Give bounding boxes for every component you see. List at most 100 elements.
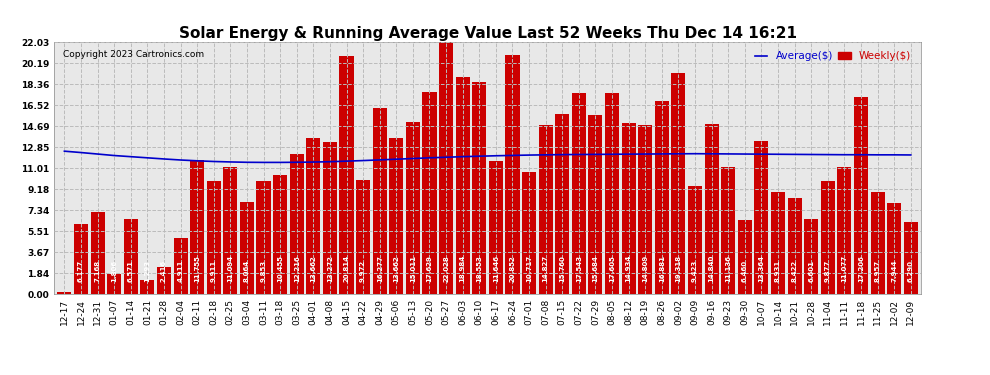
- Bar: [771, 192, 785, 294]
- Bar: [406, 122, 420, 294]
- Bar: [705, 124, 719, 294]
- Text: 9.423: 9.423: [692, 260, 698, 282]
- Bar: [671, 73, 685, 294]
- Bar: [439, 42, 453, 294]
- Text: 13.662: 13.662: [393, 255, 399, 282]
- Bar: [821, 181, 835, 294]
- Text: Copyright 2023 Cartronics.com: Copyright 2023 Cartronics.com: [63, 50, 204, 58]
- Bar: [754, 141, 768, 294]
- Bar: [622, 123, 636, 294]
- Bar: [124, 219, 138, 294]
- Text: 16.277: 16.277: [377, 255, 383, 282]
- Bar: [423, 92, 437, 294]
- Text: 13.364: 13.364: [758, 255, 764, 282]
- Bar: [207, 181, 221, 294]
- Bar: [506, 56, 520, 294]
- Bar: [323, 142, 337, 294]
- Text: 20.852: 20.852: [510, 255, 516, 282]
- Bar: [141, 279, 154, 294]
- Text: 6.571: 6.571: [128, 260, 134, 282]
- Bar: [240, 202, 254, 294]
- Text: 14.827: 14.827: [543, 255, 548, 282]
- Bar: [224, 167, 238, 294]
- Text: 18.984: 18.984: [459, 255, 465, 282]
- Text: 1.293: 1.293: [145, 260, 150, 282]
- Text: 11.077: 11.077: [842, 255, 847, 282]
- Bar: [887, 203, 901, 294]
- Bar: [904, 222, 918, 294]
- Text: 4.911: 4.911: [177, 260, 183, 282]
- Bar: [372, 108, 387, 294]
- Text: 17.543: 17.543: [576, 255, 582, 282]
- Bar: [306, 138, 321, 294]
- Text: 6.290: 6.290: [908, 260, 914, 282]
- Text: 15.011: 15.011: [410, 255, 416, 282]
- Text: 10.455: 10.455: [277, 255, 283, 282]
- Bar: [654, 101, 669, 294]
- Bar: [489, 161, 503, 294]
- Bar: [539, 124, 552, 294]
- Text: 8.957: 8.957: [874, 260, 880, 282]
- Bar: [190, 160, 204, 294]
- Text: 10.717: 10.717: [526, 255, 532, 282]
- Bar: [738, 220, 751, 294]
- Text: 8.931: 8.931: [775, 260, 781, 282]
- Bar: [555, 114, 569, 294]
- Text: 9.911: 9.911: [211, 260, 217, 282]
- Bar: [57, 292, 71, 294]
- Bar: [787, 198, 802, 294]
- Bar: [804, 219, 818, 294]
- Bar: [572, 93, 586, 294]
- Bar: [173, 238, 188, 294]
- Bar: [472, 82, 486, 294]
- Bar: [522, 172, 537, 294]
- Text: 9.972: 9.972: [360, 260, 366, 282]
- Text: 14.809: 14.809: [643, 255, 648, 282]
- Text: 11.136: 11.136: [726, 255, 732, 282]
- Text: 17.629: 17.629: [427, 255, 433, 282]
- Text: 8.064: 8.064: [244, 260, 249, 282]
- Text: 7.168: 7.168: [95, 260, 101, 282]
- Text: 20.814: 20.814: [344, 255, 349, 282]
- Text: 22.028: 22.028: [444, 255, 449, 282]
- Text: 12.216: 12.216: [294, 255, 300, 282]
- Bar: [273, 175, 287, 294]
- Title: Solar Energy & Running Average Value Last 52 Weeks Thu Dec 14 16:21: Solar Energy & Running Average Value Las…: [178, 26, 797, 41]
- Bar: [290, 154, 304, 294]
- Text: 7.944: 7.944: [891, 259, 897, 282]
- Text: 8.422: 8.422: [792, 260, 798, 282]
- Bar: [107, 274, 121, 294]
- Text: 19.318: 19.318: [675, 255, 681, 282]
- Bar: [340, 56, 353, 294]
- Bar: [639, 125, 652, 294]
- Bar: [688, 186, 702, 294]
- Text: 16.881: 16.881: [658, 255, 665, 282]
- Bar: [74, 224, 88, 294]
- Legend: Average($), Weekly($): Average($), Weekly($): [750, 47, 916, 66]
- Text: 14.934: 14.934: [626, 254, 632, 282]
- Text: 14.840: 14.840: [709, 254, 715, 282]
- Text: 2.416: 2.416: [161, 260, 167, 282]
- Text: 11.646: 11.646: [493, 255, 499, 282]
- Text: 11.094: 11.094: [228, 255, 234, 282]
- Bar: [157, 267, 171, 294]
- Bar: [838, 168, 851, 294]
- Text: 9.853: 9.853: [260, 260, 266, 282]
- Text: 6.601: 6.601: [808, 260, 814, 282]
- Bar: [854, 97, 868, 294]
- Text: 13.272: 13.272: [327, 255, 333, 282]
- Bar: [605, 93, 619, 294]
- Text: 6.460: 6.460: [742, 260, 747, 282]
- Text: 6.177: 6.177: [78, 260, 84, 282]
- Bar: [455, 77, 469, 294]
- Text: 15.760: 15.760: [559, 255, 565, 282]
- Text: 9.877: 9.877: [825, 260, 831, 282]
- Bar: [721, 167, 736, 294]
- Text: 17.206: 17.206: [858, 255, 864, 282]
- Bar: [389, 138, 403, 294]
- Text: 18.553: 18.553: [476, 255, 482, 282]
- Text: 1.806: 1.806: [111, 260, 117, 282]
- Text: 17.605: 17.605: [609, 255, 615, 282]
- Bar: [870, 192, 885, 294]
- Bar: [256, 182, 270, 294]
